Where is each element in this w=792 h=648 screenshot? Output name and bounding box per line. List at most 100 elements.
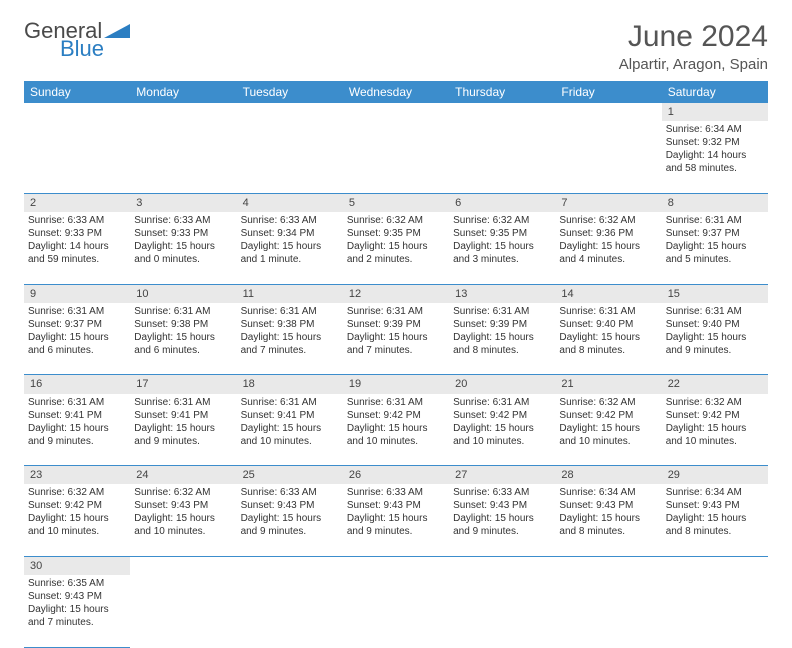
daylight2-text: and 7 minutes. — [28, 616, 126, 629]
daylight1-text: Daylight: 15 hours — [241, 331, 339, 344]
day-number-cell: 3 — [130, 193, 236, 212]
daylight2-text: and 9 minutes. — [241, 525, 339, 538]
daylight2-text: and 8 minutes. — [453, 344, 551, 357]
sunset-text: Sunset: 9:32 PM — [666, 136, 764, 149]
daylight1-text: Daylight: 15 hours — [134, 512, 232, 525]
day-number-cell — [130, 103, 236, 121]
daylight2-text: and 0 minutes. — [134, 253, 232, 266]
day-cell: Sunrise: 6:35 AMSunset: 9:43 PMDaylight:… — [24, 575, 130, 647]
day-cell: Sunrise: 6:31 AMSunset: 9:39 PMDaylight:… — [343, 303, 449, 375]
day-cell: Sunrise: 6:33 AMSunset: 9:43 PMDaylight:… — [449, 484, 555, 556]
day-number-cell — [662, 556, 768, 575]
sunset-text: Sunset: 9:41 PM — [28, 409, 126, 422]
week-row: Sunrise: 6:35 AMSunset: 9:43 PMDaylight:… — [24, 575, 768, 647]
day-cell: Sunrise: 6:31 AMSunset: 9:37 PMDaylight:… — [662, 212, 768, 284]
daylight2-text: and 2 minutes. — [347, 253, 445, 266]
daylight2-text: and 6 minutes. — [28, 344, 126, 357]
day-number-cell: 16 — [24, 375, 130, 394]
day-cell — [343, 575, 449, 647]
day-cell: Sunrise: 6:31 AMSunset: 9:42 PMDaylight:… — [449, 394, 555, 466]
daylight1-text: Daylight: 15 hours — [559, 240, 657, 253]
sunrise-text: Sunrise: 6:32 AM — [347, 214, 445, 227]
day-number-cell: 1 — [662, 103, 768, 121]
daylight1-text: Daylight: 15 hours — [28, 422, 126, 435]
sunset-text: Sunset: 9:33 PM — [134, 227, 232, 240]
day-header: Thursday — [449, 81, 555, 103]
sunrise-text: Sunrise: 6:32 AM — [28, 486, 126, 499]
sunrise-text: Sunrise: 6:31 AM — [453, 396, 551, 409]
day-number-cell: 10 — [130, 284, 236, 303]
sunset-text: Sunset: 9:40 PM — [666, 318, 764, 331]
sunrise-text: Sunrise: 6:31 AM — [666, 305, 764, 318]
day-cell: Sunrise: 6:33 AMSunset: 9:33 PMDaylight:… — [24, 212, 130, 284]
sunrise-text: Sunrise: 6:33 AM — [134, 214, 232, 227]
day-cell: Sunrise: 6:31 AMSunset: 9:42 PMDaylight:… — [343, 394, 449, 466]
day-number-cell: 9 — [24, 284, 130, 303]
daylight2-text: and 10 minutes. — [453, 435, 551, 448]
day-cell — [237, 121, 343, 193]
day-cell: Sunrise: 6:31 AMSunset: 9:40 PMDaylight:… — [662, 303, 768, 375]
sunset-text: Sunset: 9:35 PM — [453, 227, 551, 240]
daylight2-text: and 10 minutes. — [241, 435, 339, 448]
day-cell — [237, 575, 343, 647]
sunrise-text: Sunrise: 6:33 AM — [453, 486, 551, 499]
week-row: Sunrise: 6:31 AMSunset: 9:37 PMDaylight:… — [24, 303, 768, 375]
daylight2-text: and 9 minutes. — [666, 344, 764, 357]
day-cell: Sunrise: 6:34 AMSunset: 9:43 PMDaylight:… — [662, 484, 768, 556]
sunset-text: Sunset: 9:43 PM — [134, 499, 232, 512]
day-cell: Sunrise: 6:33 AMSunset: 9:43 PMDaylight:… — [237, 484, 343, 556]
sunset-text: Sunset: 9:35 PM — [347, 227, 445, 240]
daylight1-text: Daylight: 14 hours — [28, 240, 126, 253]
sunset-text: Sunset: 9:38 PM — [241, 318, 339, 331]
daylight1-text: Daylight: 15 hours — [347, 422, 445, 435]
sunrise-text: Sunrise: 6:32 AM — [453, 214, 551, 227]
sunset-text: Sunset: 9:39 PM — [347, 318, 445, 331]
day-cell: Sunrise: 6:31 AMSunset: 9:41 PMDaylight:… — [237, 394, 343, 466]
day-header: Tuesday — [237, 81, 343, 103]
day-cell: Sunrise: 6:33 AMSunset: 9:33 PMDaylight:… — [130, 212, 236, 284]
day-number-cell — [343, 103, 449, 121]
day-number-cell: 2 — [24, 193, 130, 212]
day-number-cell: 25 — [237, 466, 343, 485]
daylight2-text: and 9 minutes. — [134, 435, 232, 448]
week-row: Sunrise: 6:31 AMSunset: 9:41 PMDaylight:… — [24, 394, 768, 466]
day-number-cell: 23 — [24, 466, 130, 485]
sunrise-text: Sunrise: 6:34 AM — [559, 486, 657, 499]
day-number-cell — [237, 103, 343, 121]
daylight1-text: Daylight: 15 hours — [28, 331, 126, 344]
sunset-text: Sunset: 9:37 PM — [666, 227, 764, 240]
day-header-row: Sunday Monday Tuesday Wednesday Thursday… — [24, 81, 768, 103]
day-number-cell: 17 — [130, 375, 236, 394]
day-cell: Sunrise: 6:31 AMSunset: 9:37 PMDaylight:… — [24, 303, 130, 375]
daylight2-text: and 8 minutes. — [559, 344, 657, 357]
daylight2-text: and 8 minutes. — [666, 525, 764, 538]
sunrise-text: Sunrise: 6:31 AM — [134, 305, 232, 318]
day-cell: Sunrise: 6:32 AMSunset: 9:35 PMDaylight:… — [343, 212, 449, 284]
sunset-text: Sunset: 9:34 PM — [241, 227, 339, 240]
sunrise-text: Sunrise: 6:31 AM — [28, 396, 126, 409]
daylight2-text: and 10 minutes. — [28, 525, 126, 538]
sunset-text: Sunset: 9:42 PM — [559, 409, 657, 422]
day-cell: Sunrise: 6:32 AMSunset: 9:42 PMDaylight:… — [24, 484, 130, 556]
day-number-cell: 6 — [449, 193, 555, 212]
day-number-cell — [449, 556, 555, 575]
daylight1-text: Daylight: 15 hours — [559, 331, 657, 344]
daylight1-text: Daylight: 15 hours — [559, 422, 657, 435]
day-header: Friday — [555, 81, 661, 103]
day-cell — [130, 121, 236, 193]
daylight1-text: Daylight: 15 hours — [453, 512, 551, 525]
week-row: Sunrise: 6:33 AMSunset: 9:33 PMDaylight:… — [24, 212, 768, 284]
sunset-text: Sunset: 9:42 PM — [28, 499, 126, 512]
sunrise-text: Sunrise: 6:31 AM — [347, 305, 445, 318]
sunset-text: Sunset: 9:43 PM — [453, 499, 551, 512]
daylight2-text: and 4 minutes. — [559, 253, 657, 266]
daylight2-text: and 10 minutes. — [666, 435, 764, 448]
day-cell: Sunrise: 6:32 AMSunset: 9:42 PMDaylight:… — [662, 394, 768, 466]
daylight2-text: and 10 minutes. — [347, 435, 445, 448]
sunset-text: Sunset: 9:43 PM — [559, 499, 657, 512]
daylight1-text: Daylight: 15 hours — [241, 422, 339, 435]
day-number-cell: 14 — [555, 284, 661, 303]
daylight1-text: Daylight: 15 hours — [241, 512, 339, 525]
sunrise-text: Sunrise: 6:33 AM — [28, 214, 126, 227]
daylight1-text: Daylight: 15 hours — [453, 422, 551, 435]
